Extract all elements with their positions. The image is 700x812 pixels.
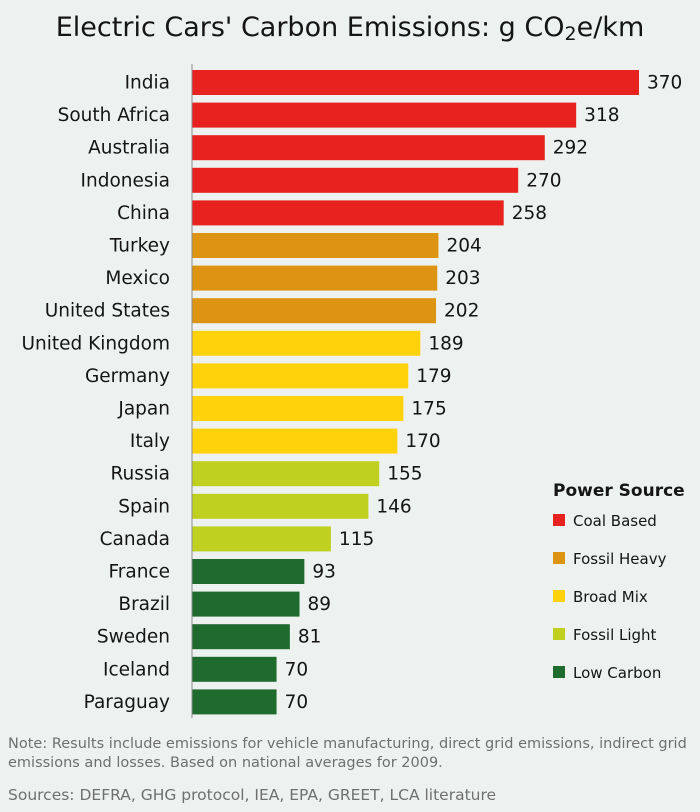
value-label: 318 [584, 105, 619, 126]
value-label: 89 [308, 594, 332, 615]
category-label: Turkey [109, 236, 170, 257]
value-label: 155 [387, 464, 422, 485]
category-label: Italy [130, 431, 170, 452]
category-label: Russia [110, 464, 170, 485]
bar [192, 396, 404, 421]
category-label: China [117, 203, 170, 224]
chart-note: Note: Results include emissions for vehi… [8, 736, 687, 771]
legend-swatch [553, 666, 565, 678]
legend-swatch [553, 590, 565, 602]
value-label: 170 [405, 431, 440, 452]
bar [192, 428, 398, 454]
legend-label: Coal Based [573, 512, 657, 530]
category-label: France [108, 562, 170, 583]
category-label: South Africa [58, 105, 170, 126]
category-label: Australia [88, 138, 170, 159]
bar [192, 624, 290, 650]
bar [192, 363, 409, 389]
legend-label: Fossil Heavy [573, 550, 667, 568]
category-label: Paraguay [84, 692, 170, 713]
value-label: 70 [285, 659, 309, 680]
value-label: 115 [339, 529, 374, 550]
legend-swatch [553, 628, 565, 640]
category-label: Japan [117, 399, 170, 420]
chart-sources: Sources: DEFRA, GHG protocol, IEA, EPA, … [8, 786, 497, 804]
bar [192, 233, 439, 258]
category-label: Brazil [118, 594, 170, 615]
legend-swatch [553, 552, 565, 564]
category-label: Indonesia [81, 170, 170, 191]
value-label: 70 [285, 692, 309, 713]
bar [192, 330, 421, 356]
bar [192, 102, 577, 128]
value-label: 258 [512, 203, 547, 224]
bar-chart: India 370 South Africa 318 Australia 292 Indon… [22, 64, 685, 718]
category-label: India [125, 73, 170, 94]
value-label: 189 [428, 333, 463, 354]
bar [192, 591, 300, 617]
value-label: 179 [416, 366, 451, 387]
category-label: United States [45, 301, 170, 322]
value-label: 292 [553, 138, 588, 159]
value-label: 202 [444, 301, 479, 322]
category-label: Iceland [103, 659, 170, 680]
value-label: 146 [376, 496, 411, 517]
bar [192, 167, 519, 193]
value-label: 270 [526, 170, 561, 191]
category-label: Spain [118, 496, 170, 517]
bar [192, 689, 277, 715]
bar [192, 493, 369, 519]
chart-title-main: Electric Cars' Carbon Emissions: g CO [55, 12, 565, 43]
value-label: 81 [298, 627, 322, 648]
bar [192, 526, 331, 552]
legend-title: Power Source [553, 481, 685, 501]
category-label: Canada [100, 529, 170, 550]
category-label: Mexico [105, 268, 170, 289]
bar [192, 135, 545, 161]
legend-label: Low Carbon [573, 664, 661, 682]
value-label: 203 [445, 268, 480, 289]
bar [192, 200, 504, 226]
bar [192, 265, 438, 291]
bar [192, 559, 305, 584]
chart-title-subscript: 2 [564, 23, 577, 45]
legend-swatch [553, 514, 565, 526]
legend-label: Fossil Light [573, 626, 657, 644]
value-label: 204 [446, 236, 481, 257]
value-label: 93 [312, 562, 336, 583]
bar [192, 461, 380, 487]
bar [192, 656, 277, 682]
chart-title: Electric Cars' Carbon Emissions: g CO2e/… [0, 12, 700, 45]
category-label: United Kingdom [22, 333, 171, 354]
value-label: 175 [411, 399, 446, 420]
category-label: Sweden [97, 627, 170, 648]
category-label: Germany [85, 366, 170, 387]
legend-label: Broad Mix [573, 588, 648, 606]
bar [192, 70, 639, 95]
chart-title-tail: e/km [576, 12, 645, 43]
value-label: 370 [647, 73, 682, 94]
bar [192, 298, 437, 324]
